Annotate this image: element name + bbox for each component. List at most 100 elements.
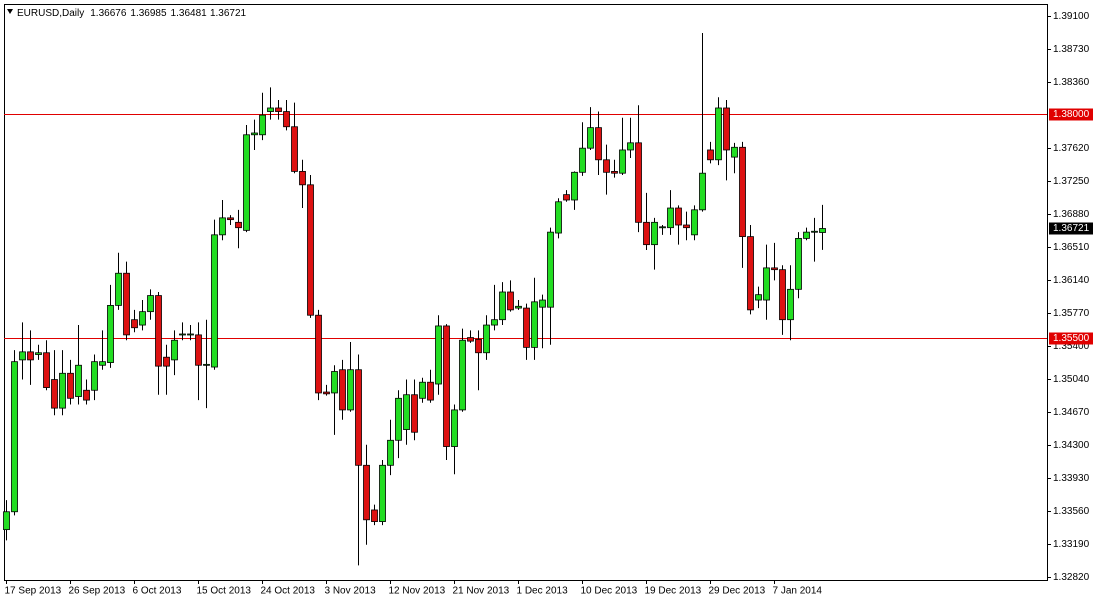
y-tick-label: 1.38730: [1053, 44, 1090, 55]
y-tick-label: 1.34300: [1053, 440, 1090, 451]
candle-body: [451, 409, 458, 447]
candle-body: [411, 394, 418, 433]
candle-body: [771, 267, 778, 271]
y-tick-label: 1.39100: [1053, 11, 1090, 22]
candle-body: [43, 352, 50, 388]
x-tick-label: 24 Oct 2013: [261, 586, 316, 597]
y-tick-label: 1.37620: [1053, 143, 1090, 154]
candle-body: [755, 294, 762, 301]
level-label-box: [1049, 108, 1093, 121]
y-tick-label: 1.38360: [1053, 77, 1090, 88]
header-low: 1.36481: [171, 8, 208, 19]
candle-body: [203, 363, 210, 366]
candle-body: [779, 269, 786, 321]
candle-body: [659, 226, 666, 229]
candle-body: [275, 107, 282, 112]
menu-arrow[interactable]: [7, 9, 13, 14]
candle-body: [731, 146, 738, 158]
x-tick-label: 15 Oct 2013: [197, 586, 252, 597]
candle-body: [467, 337, 474, 342]
candle-body: [147, 295, 154, 313]
candle-body: [355, 369, 362, 466]
symbol-title: EURUSD,Daily: [17, 8, 84, 19]
candle-body: [331, 371, 338, 394]
header: EURUSD,Daily 1.36676 1.36985 1.36481 1.36721: [17, 8, 247, 19]
candle-body: [475, 338, 482, 354]
candle-body: [219, 217, 226, 236]
candle-body: [443, 325, 450, 447]
level-label: 1.35500: [1053, 333, 1090, 344]
y-tick-label: 1.35400: [1053, 341, 1090, 352]
candle-body: [299, 171, 306, 186]
candle-body: [555, 201, 562, 234]
candle-body: [99, 361, 106, 366]
candle-body: [675, 207, 682, 226]
candle-body: [379, 464, 386, 522]
candle-body: [395, 397, 402, 441]
candle-body: [243, 134, 250, 231]
candle-body: [563, 194, 570, 201]
candle-body: [739, 146, 746, 238]
candle-body: [579, 147, 586, 173]
candle-body: [571, 171, 578, 201]
candle-body: [651, 221, 658, 246]
candle-body: [635, 142, 642, 223]
candle-body: [91, 361, 98, 391]
candle-body: [715, 107, 722, 161]
x-tick-label: 26 Sep 2013: [69, 586, 126, 597]
x-tick-label: 12 Nov 2013: [389, 586, 446, 597]
y-tick-label: 1.35040: [1053, 374, 1090, 385]
candle-body: [195, 334, 202, 366]
candle-body: [363, 464, 370, 521]
x-tick-label: 10 Dec 2013: [581, 586, 638, 597]
x-tick-label: 7 Jan 2014: [773, 586, 823, 597]
candle-body: [811, 230, 818, 233]
candle-body: [515, 305, 522, 309]
x-tick-label: 3 Nov 2013: [325, 586, 377, 597]
y-tick-label: 1.33930: [1053, 473, 1090, 484]
price-label: 1.36721: [1053, 223, 1090, 234]
candle-body: [123, 272, 130, 336]
y-tick-label: 1.32820: [1053, 572, 1090, 583]
candle-body: [587, 127, 594, 149]
x-tick-label: 6 Oct 2013: [133, 586, 182, 597]
candle-body: [83, 389, 90, 401]
x-tick-label: 19 Dec 2013: [645, 586, 702, 597]
candle-body: [171, 339, 178, 361]
candle-body: [291, 126, 298, 172]
level-label-box: [1049, 332, 1093, 345]
candle-body: [131, 319, 138, 329]
candle-body: [795, 238, 802, 290]
candle-body: [347, 369, 354, 411]
y-tick-label: 1.33190: [1053, 539, 1090, 550]
candle-body: [763, 267, 770, 301]
candle-body: [251, 132, 258, 136]
candle-body: [819, 228, 826, 233]
candle-body: [227, 217, 234, 221]
candle-body: [683, 224, 690, 229]
candle-body: [267, 107, 274, 112]
candle-body: [259, 114, 266, 136]
candle-body: [747, 236, 754, 311]
candle-body: [155, 295, 162, 367]
candle-body: [539, 299, 546, 308]
candle-body: [619, 149, 626, 174]
plot-frame: [4, 4, 1048, 581]
candle-body: [707, 149, 714, 161]
candle-body: [211, 234, 218, 368]
y-tick-label: 1.36140: [1053, 275, 1090, 286]
y-tick-label: 1.34670: [1053, 407, 1090, 418]
candle-body: [139, 311, 146, 326]
x-tick-label: 1 Dec 2013: [517, 586, 569, 597]
candle-body: [51, 379, 58, 409]
candle-body: [387, 439, 394, 466]
y-tick-label: 1.37250: [1053, 176, 1090, 187]
candle-body: [691, 209, 698, 236]
x-tick-label: 17 Sep 2013: [5, 586, 62, 597]
candle-body: [283, 111, 290, 128]
y-tick-label: 1.35770: [1053, 308, 1090, 319]
candle-body: [603, 159, 610, 173]
x-tick-label: 21 Nov 2013: [453, 586, 510, 597]
